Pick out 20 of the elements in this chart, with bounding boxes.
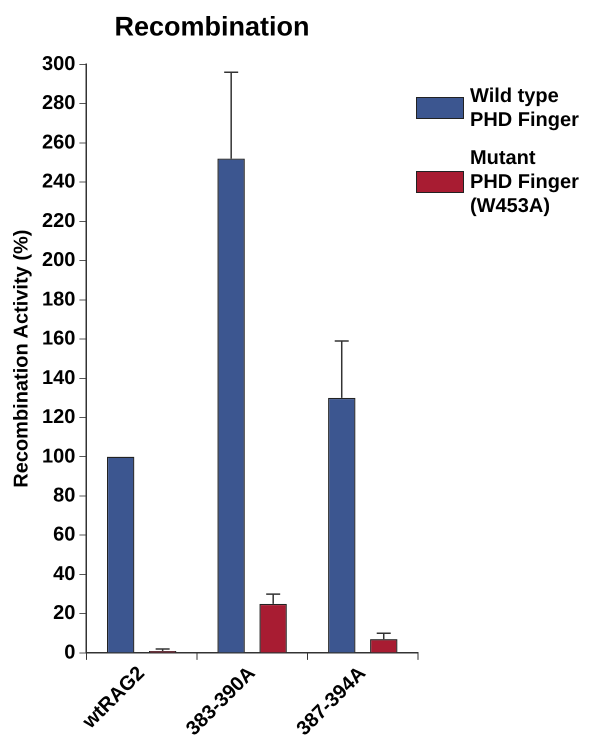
chart-title: Recombination xyxy=(114,12,310,42)
legend-label: Wild type PHD Finger xyxy=(470,84,579,132)
y-tick-label: 0 xyxy=(64,641,76,664)
y-tick-label: 260 xyxy=(42,131,76,154)
y-axis-title: Recombination Activity (%) xyxy=(10,230,33,488)
y-tick-label: 140 xyxy=(42,366,76,389)
legend-label: Mutant PHD Finger (W453A) xyxy=(470,146,579,218)
y-tick-label: 20 xyxy=(53,602,76,624)
y-tick-label: 160 xyxy=(42,328,76,350)
y-tick-label: 100 xyxy=(42,445,76,468)
y-tick-label: 280 xyxy=(42,92,76,114)
y-tick-label: 60 xyxy=(53,524,76,546)
y-tick-label: 120 xyxy=(42,406,76,428)
y-tick-label: 80 xyxy=(53,484,76,506)
y-tick-label: 220 xyxy=(42,210,76,232)
y-tick-label: 240 xyxy=(42,170,76,193)
y-tick-label: 300 xyxy=(42,52,76,75)
y-tick-label: 200 xyxy=(42,249,76,272)
y-tick-label: 40 xyxy=(53,562,76,585)
y-tick-label: 180 xyxy=(42,288,76,310)
